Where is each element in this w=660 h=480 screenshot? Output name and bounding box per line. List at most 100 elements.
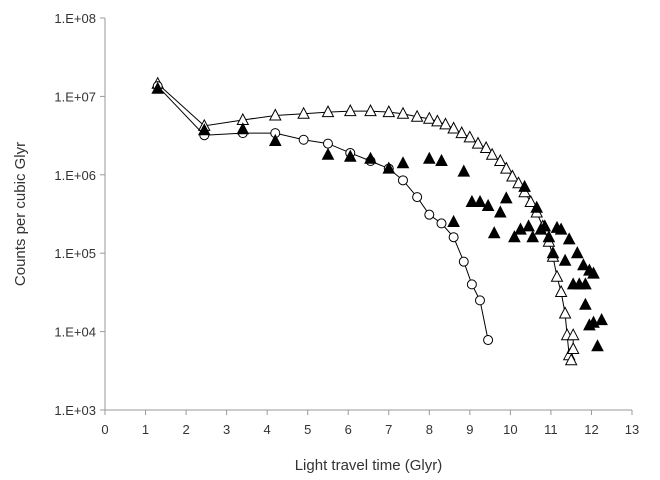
x-tick-label: 5 <box>304 422 311 437</box>
x-tick-label: 8 <box>426 422 433 437</box>
data-point <box>382 161 396 174</box>
x-tick-label: 6 <box>345 422 352 437</box>
data-point <box>518 179 531 192</box>
data-point <box>268 133 282 146</box>
data-point <box>268 108 282 121</box>
data-point <box>554 222 568 235</box>
data-point <box>499 191 513 204</box>
data-point <box>522 219 535 232</box>
data-point <box>579 297 592 310</box>
x-tick-label: 2 <box>182 422 189 437</box>
data-point <box>396 106 410 119</box>
y-tick-label: 1.E+05 <box>54 246 96 261</box>
data-point <box>471 136 485 149</box>
data-point <box>591 339 604 352</box>
data-point <box>483 335 494 346</box>
data-point <box>542 230 556 243</box>
data-point <box>297 106 310 119</box>
data-point <box>479 140 493 153</box>
x-axis-ticks: 0 1 2 3 4 5 6 7 8 9 10 11 12 13 <box>101 410 639 437</box>
data-point <box>579 277 592 290</box>
data-point <box>512 176 525 189</box>
data-point <box>508 230 521 243</box>
x-tick-label: 13 <box>625 422 639 437</box>
y-axis-ticks: 1.E+03 1.E+04 1.E+05 1.E+06 1.E+07 1.E+08 <box>54 11 105 418</box>
data-series <box>151 76 608 366</box>
data-point <box>321 147 335 160</box>
data-point <box>455 126 469 139</box>
data-point <box>493 205 507 218</box>
data-point <box>424 209 435 220</box>
data-point <box>322 138 333 149</box>
series-line <box>157 83 574 363</box>
data-point <box>564 353 578 366</box>
data-point <box>436 218 447 229</box>
data-point <box>382 105 396 118</box>
x-tick-label: 7 <box>385 422 392 437</box>
data-point <box>448 232 459 243</box>
data-point <box>481 198 495 211</box>
data-point <box>514 222 527 235</box>
x-tick-label: 11 <box>544 422 558 437</box>
data-point <box>546 246 560 259</box>
data-point <box>487 226 501 239</box>
data-point <box>151 81 165 94</box>
data-point <box>550 269 564 282</box>
data-point <box>587 266 600 279</box>
x-tick-label: 9 <box>466 422 473 437</box>
data-point <box>499 161 513 174</box>
x-tick-label: 3 <box>223 422 230 437</box>
data-point <box>577 258 590 271</box>
data-point <box>473 194 487 207</box>
data-point <box>558 306 572 319</box>
data-point <box>343 104 357 117</box>
data-point <box>364 151 377 164</box>
data-point <box>506 169 519 182</box>
data-point <box>422 111 436 124</box>
y-tick-label: 1.E+07 <box>54 89 96 104</box>
data-point <box>466 279 477 290</box>
x-tick-label: 10 <box>503 422 517 437</box>
plot-frame <box>104 18 632 411</box>
data-point <box>412 192 423 203</box>
y-tick-label: 1.E+06 <box>54 168 96 183</box>
series-filled-triangle <box>151 81 608 352</box>
data-point <box>364 104 377 117</box>
data-point <box>570 246 584 259</box>
data-point <box>321 105 335 118</box>
x-axis-title: Light travel time (Glyr) <box>295 457 443 474</box>
data-point <box>474 295 485 306</box>
x-tick-label: 4 <box>264 422 271 437</box>
data-point <box>458 256 469 267</box>
data-point <box>298 134 309 145</box>
x-tick-label: 1 <box>142 422 149 437</box>
data-point <box>485 147 499 160</box>
data-point <box>595 313 608 326</box>
data-point <box>554 284 568 297</box>
y-tick-label: 1.E+08 <box>54 11 96 26</box>
data-point <box>562 232 576 245</box>
data-point <box>530 200 544 213</box>
data-point <box>526 230 540 243</box>
data-point <box>493 153 507 166</box>
data-point <box>524 194 538 207</box>
data-point <box>343 149 357 162</box>
x-tick-label: 0 <box>101 422 108 437</box>
data-point <box>566 341 580 354</box>
data-point <box>197 123 211 136</box>
data-point <box>410 109 424 122</box>
y-tick-label: 1.E+03 <box>54 403 96 418</box>
x-tick-label: 12 <box>584 422 598 437</box>
y-axis-title: Counts per cubic Glyr <box>12 142 29 286</box>
data-point <box>396 156 410 169</box>
data-point <box>397 175 408 186</box>
data-point <box>447 121 460 134</box>
data-point <box>435 153 448 166</box>
data-point <box>422 151 436 164</box>
data-point <box>465 194 479 207</box>
data-point <box>447 214 460 227</box>
y-tick-label: 1.E+04 <box>54 325 96 340</box>
data-point <box>463 130 477 143</box>
data-point <box>558 253 572 266</box>
